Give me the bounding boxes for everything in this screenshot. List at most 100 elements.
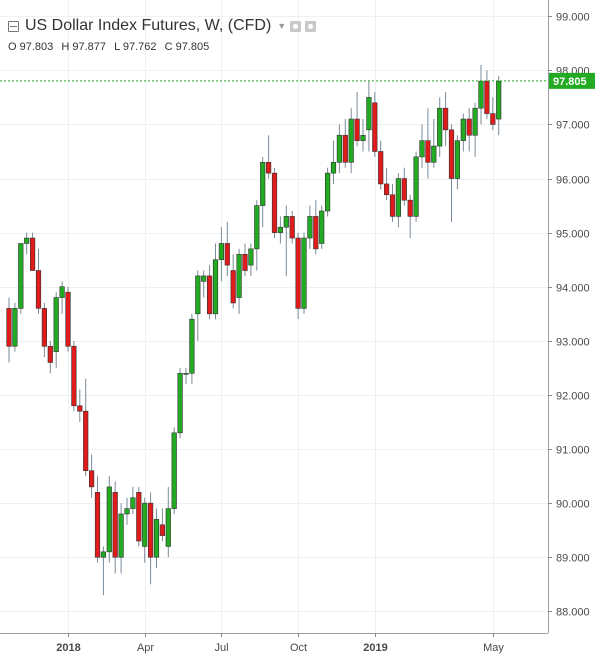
y-tick-label: 96.000 [556, 175, 590, 187]
candle-body-up [248, 248, 254, 266]
candle-body-up [395, 178, 402, 217]
candle-body-down [448, 129, 455, 179]
candle [218, 227, 225, 282]
candle [189, 313, 195, 385]
candle-body-up [454, 140, 461, 179]
candle-body-down [71, 345, 77, 407]
candle-body-down [230, 270, 236, 304]
candle-body-up [236, 253, 242, 298]
candle [348, 108, 354, 174]
candle [324, 167, 331, 217]
candle-body-up [18, 243, 24, 309]
candle-body-down [289, 216, 295, 239]
settings-gear-icon[interactable] [305, 20, 317, 32]
candle-body-up [301, 237, 307, 309]
candle-body-down [207, 275, 213, 315]
symbol-title[interactable]: US Dollar Index Futures, W, (CFD) [25, 17, 272, 34]
candle [307, 205, 313, 249]
candle [472, 102, 478, 157]
x-tick-label: Apr [137, 642, 154, 654]
candle-body-down [47, 345, 53, 363]
candle [159, 508, 166, 542]
candle [136, 486, 142, 547]
candle [336, 124, 343, 174]
candle-body-down [89, 470, 95, 488]
candle-body-up [260, 162, 266, 206]
candle [77, 389, 83, 422]
candle [378, 140, 384, 190]
candle [360, 119, 366, 152]
candle [395, 173, 402, 228]
y-tick-label: 88.000 [556, 607, 590, 619]
candle-body-up [100, 551, 106, 558]
candle-body-up [177, 373, 183, 434]
candle [165, 486, 171, 558]
candle-body-up [189, 318, 195, 374]
candle-body-down [159, 524, 166, 536]
candle [342, 119, 348, 168]
candle [177, 367, 183, 439]
candle-body-up [59, 286, 65, 298]
candle [29, 232, 36, 271]
candle [289, 211, 295, 244]
candle [6, 297, 12, 363]
y-tick-label: 99.000 [556, 12, 590, 24]
visibility-eye-icon[interactable] [290, 20, 302, 32]
y-axis[interactable]: 88.000 89.000 90.000 91.000 92.000 93.000 94.0… [548, 12, 590, 619]
candle [24, 232, 30, 255]
candle [490, 97, 496, 130]
candle-body-down [35, 270, 42, 309]
candle [142, 497, 148, 563]
candle-body-up [53, 297, 59, 352]
candle-body-up [212, 259, 219, 315]
candle [71, 340, 77, 412]
candle [106, 476, 112, 563]
candle-body-down [490, 113, 496, 125]
chevron-down-icon[interactable]: ▼ [277, 21, 287, 31]
candle [419, 124, 425, 168]
candle [195, 270, 201, 341]
candle-body-up [496, 80, 502, 120]
candle [41, 302, 47, 358]
collapse-icon[interactable] [8, 20, 19, 32]
candle [478, 64, 484, 125]
candle [425, 108, 431, 179]
candle-body-up [130, 497, 136, 509]
y-tick-label: 89.000 [556, 553, 590, 565]
candle [59, 281, 65, 314]
candle [330, 140, 337, 184]
candle-body-up [307, 216, 313, 239]
grid-lines [0, 0, 548, 633]
candle [124, 497, 130, 525]
candle-body-down [295, 237, 301, 309]
candle [383, 167, 390, 201]
candlestick-series [6, 64, 502, 596]
candle-body-up [201, 275, 207, 282]
candle [148, 492, 154, 585]
candle [236, 248, 242, 314]
last-price-tag: 97.805 [549, 72, 595, 89]
candle-body-up [118, 513, 124, 558]
open-label: O [8, 41, 17, 53]
candle [466, 108, 472, 152]
candle-body-down [265, 162, 272, 174]
last-price-tag-bg [549, 72, 595, 89]
candle-body-up [124, 508, 130, 515]
y-tick-label: 95.000 [556, 229, 590, 241]
y-tick-label: 90.000 [556, 499, 590, 511]
candle-body-up [324, 172, 331, 212]
candle-body-down [383, 183, 390, 196]
close-value: 97.805 [175, 41, 210, 53]
candle [94, 476, 101, 563]
ohlc-values: O 97.803 H 97.877 L 97.762 C 97.805 [8, 41, 214, 53]
candle [89, 454, 95, 498]
candle-body-up [366, 97, 372, 131]
candle [12, 302, 18, 352]
candle-body-up [283, 216, 289, 228]
candle-body-down [372, 102, 378, 152]
candle-body-down [484, 80, 490, 114]
candle-body-down [29, 237, 36, 271]
x-axis[interactable]: 2018 Apr Jul Oct 2019 May [56, 633, 504, 654]
candle [460, 113, 466, 152]
